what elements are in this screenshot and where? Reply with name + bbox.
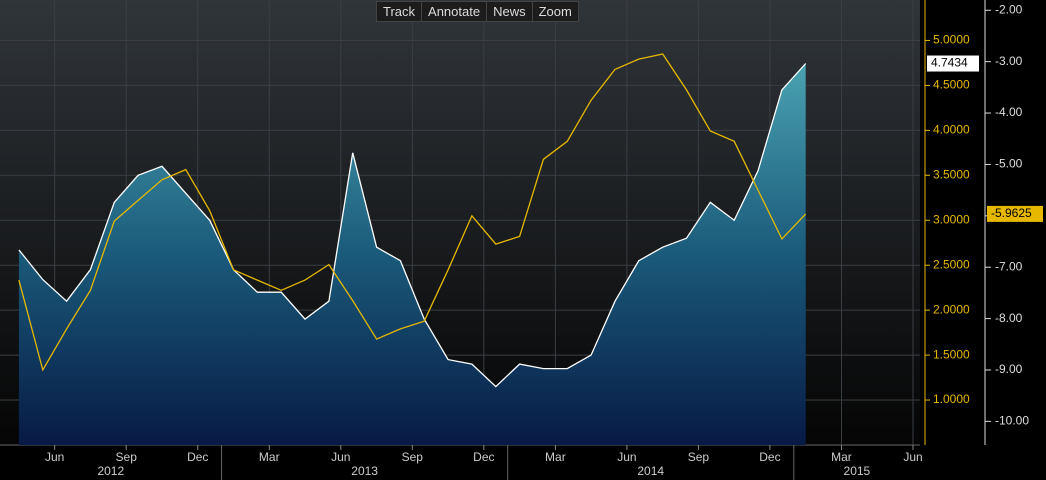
x-tick-label: Jun: [331, 450, 350, 464]
x-tick-label: Dec: [759, 450, 780, 464]
x-tick-label: Mar: [259, 450, 280, 464]
x-tick-label: Jun: [45, 450, 64, 464]
x-tick-label: Sep: [116, 450, 138, 464]
y-tick-label: 2.5000: [933, 257, 970, 271]
y2-tick-label: -5.00: [995, 157, 1023, 171]
year-label: 2012: [97, 464, 124, 478]
series-area: [18, 63, 806, 445]
year-label: 2013: [351, 464, 378, 478]
x-tick-label: Sep: [402, 450, 424, 464]
x-tick-label: Mar: [831, 450, 852, 464]
x-tick-label: Dec: [473, 450, 494, 464]
toolbar: Track Annotate News Zoom: [376, 1, 579, 22]
y-tick-label: 3.0000: [933, 212, 970, 226]
y-tick-label: 4.5000: [933, 78, 970, 92]
track-button[interactable]: Track: [377, 2, 423, 21]
x-tick-label: Jun: [617, 450, 636, 464]
last-value-label: -5.9625: [991, 206, 1032, 220]
y-tick-label: 3.5000: [933, 167, 970, 181]
last-value-box: [987, 205, 1043, 222]
y2-tick-label: -4.00: [995, 105, 1023, 119]
y-tick-label: 1.0000: [933, 392, 970, 406]
y-tick-label: 5.0000: [933, 33, 970, 47]
annotate-button[interactable]: Annotate: [422, 2, 488, 21]
x-tick-label: Dec: [187, 450, 208, 464]
y2-tick-label: -7.00: [995, 259, 1023, 273]
y2-tick-label: -2.00: [995, 2, 1023, 16]
series-line: [18, 53, 807, 372]
year-label: 2014: [637, 464, 664, 478]
x-tick-label: Sep: [688, 450, 710, 464]
series-line: [18, 63, 807, 388]
y2-tick-label: -10.00: [995, 414, 1029, 428]
year-label: 2015: [844, 464, 871, 478]
y-tick-label: 2.0000: [933, 302, 970, 316]
y2-tick-label: -3.00: [995, 54, 1023, 68]
x-tick-label: Mar: [545, 450, 566, 464]
x-tick-label: Jun: [903, 450, 922, 464]
news-button[interactable]: News: [487, 2, 533, 21]
y2-tick-label: -9.00: [995, 362, 1023, 376]
zoom-button[interactable]: Zoom: [538, 4, 572, 19]
y-tick-label: 4.0000: [933, 123, 970, 137]
last-value-box: [927, 55, 979, 72]
last-value-label: 4.7434: [931, 56, 968, 70]
y2-tick-label: -8.00: [995, 311, 1023, 325]
y-tick-label: 1.5000: [933, 347, 970, 361]
